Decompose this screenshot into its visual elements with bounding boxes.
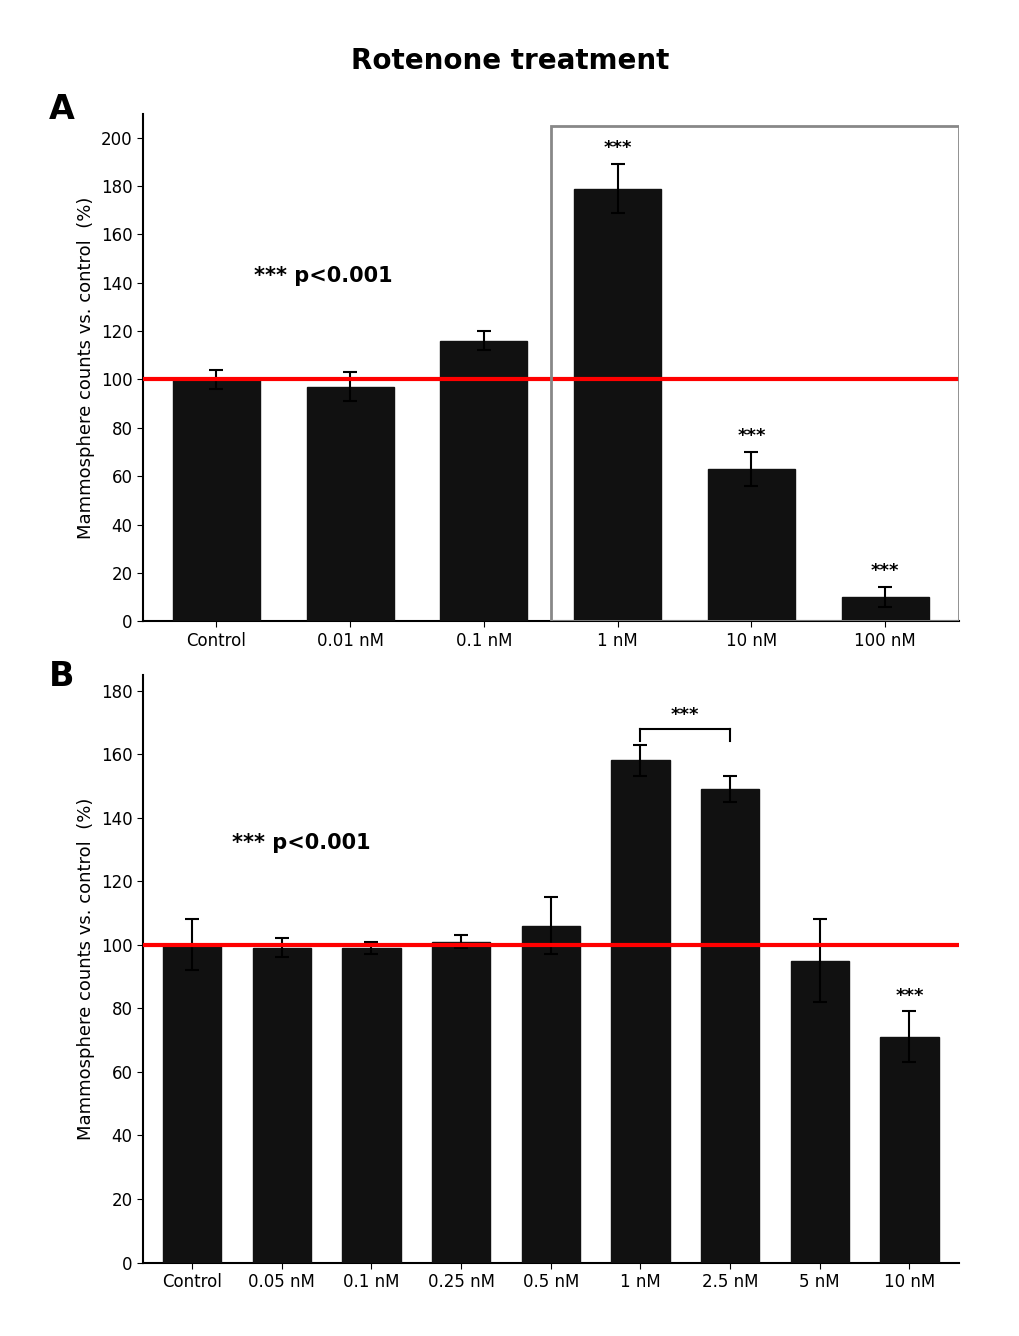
Bar bbox=[790, 961, 848, 1263]
Text: ***: *** bbox=[870, 562, 899, 580]
Bar bbox=[574, 188, 660, 621]
Bar bbox=[307, 386, 393, 621]
Bar bbox=[841, 597, 927, 621]
Y-axis label: Mammosphere counts vs. control  (%): Mammosphere counts vs. control (%) bbox=[77, 798, 95, 1140]
Text: A: A bbox=[49, 94, 74, 127]
Text: *** p<0.001: *** p<0.001 bbox=[254, 266, 392, 286]
Text: ***: *** bbox=[671, 705, 699, 724]
Bar bbox=[521, 926, 580, 1263]
Bar bbox=[700, 790, 758, 1263]
Y-axis label: Mammosphere counts vs. control  (%): Mammosphere counts vs. control (%) bbox=[77, 196, 95, 538]
Text: B: B bbox=[49, 660, 74, 693]
Bar bbox=[879, 1037, 937, 1263]
Bar bbox=[610, 760, 668, 1263]
Bar bbox=[173, 379, 260, 621]
Bar bbox=[253, 949, 311, 1263]
Bar bbox=[707, 469, 794, 621]
Bar bbox=[342, 949, 400, 1263]
Text: Rotenone treatment: Rotenone treatment bbox=[351, 47, 668, 75]
Text: ***: *** bbox=[603, 139, 632, 158]
Text: *** p<0.001: *** p<0.001 bbox=[232, 834, 371, 854]
Text: ***: *** bbox=[895, 987, 923, 1005]
Bar bbox=[440, 341, 527, 621]
Bar bbox=[432, 942, 490, 1263]
Bar bbox=[163, 945, 221, 1263]
Bar bbox=[550, 126, 958, 621]
Text: ***: *** bbox=[737, 426, 765, 445]
